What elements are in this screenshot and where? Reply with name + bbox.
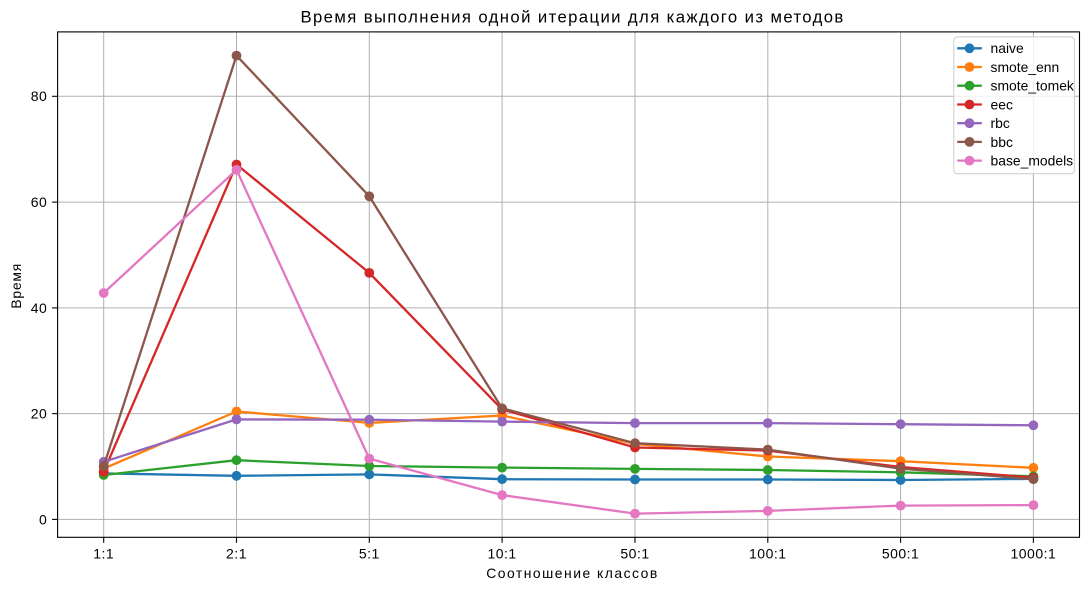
svg-text:80: 80 (31, 88, 48, 104)
svg-text:2:1: 2:1 (226, 545, 247, 561)
svg-text:bbc: bbc (991, 134, 1013, 150)
svg-text:1000:1: 1000:1 (1010, 545, 1056, 561)
svg-text:naive: naive (991, 40, 1024, 56)
svg-text:60: 60 (31, 194, 48, 210)
svg-text:500:1: 500:1 (882, 545, 920, 561)
svg-text:10:1: 10:1 (487, 545, 516, 561)
svg-text:0: 0 (39, 511, 47, 527)
svg-text:50:1: 50:1 (620, 545, 649, 561)
svg-text:eec: eec (991, 96, 1013, 112)
svg-text:Время выполнения одной итераци: Время выполнения одной итерации для кажд… (300, 7, 844, 26)
svg-text:base_models: base_models (991, 153, 1074, 169)
svg-text:Время: Время (8, 263, 24, 309)
svg-text:5:1: 5:1 (359, 545, 380, 561)
svg-text:rbc: rbc (991, 115, 1010, 131)
svg-text:smote_tomek: smote_tomek (991, 78, 1074, 94)
svg-text:100:1: 100:1 (749, 545, 787, 561)
svg-text:20: 20 (31, 406, 48, 422)
svg-text:1:1: 1:1 (93, 545, 114, 561)
svg-text:Соотношение классов: Соотношение классов (486, 565, 659, 581)
svg-text:smote_enn: smote_enn (991, 59, 1060, 75)
svg-text:40: 40 (31, 300, 48, 316)
